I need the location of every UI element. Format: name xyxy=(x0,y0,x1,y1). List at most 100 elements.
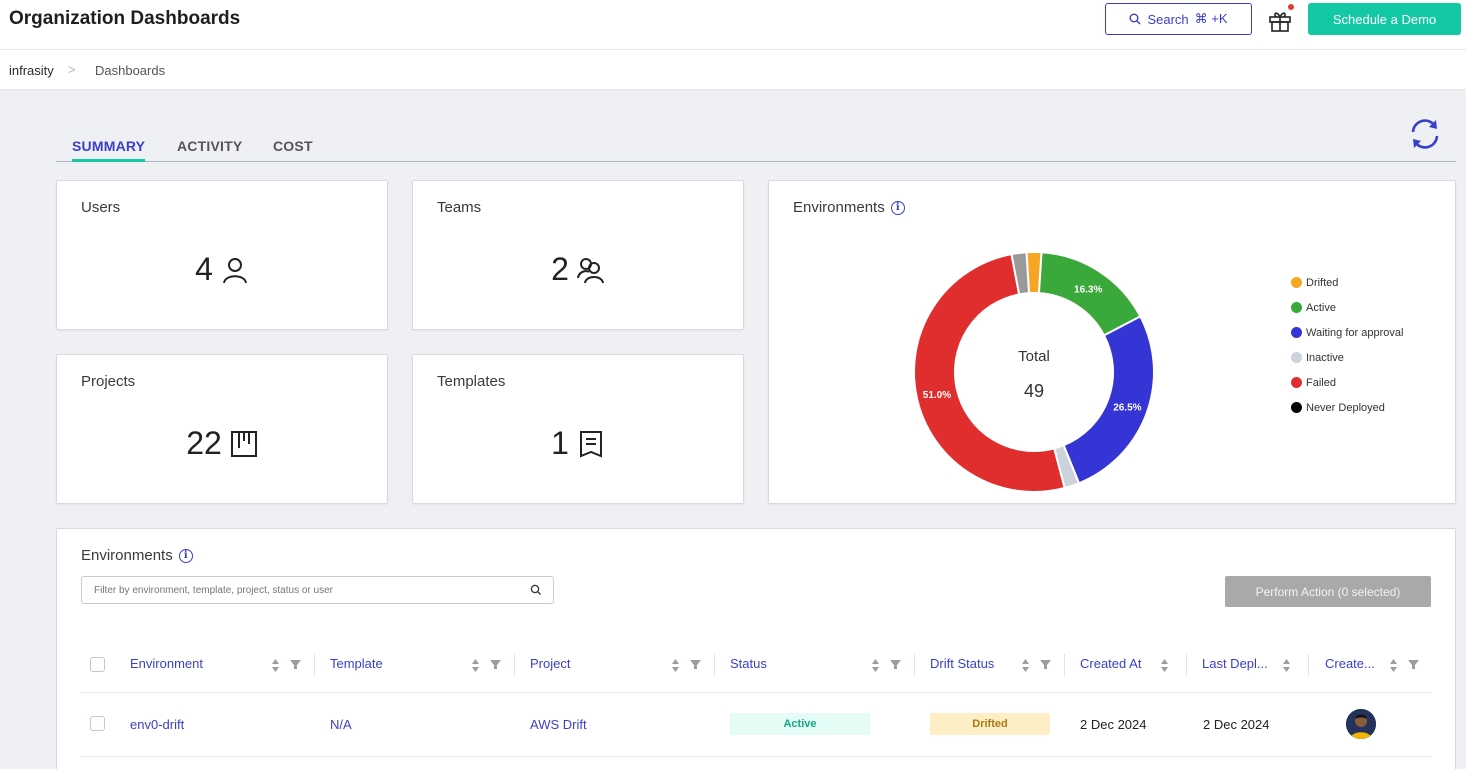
donut-data-label: 16.3% xyxy=(1074,285,1102,296)
users-card[interactable]: Users 4 xyxy=(56,180,388,330)
table-row[interactable]: env0-drift N/A AWS Drift Active Drifted … xyxy=(81,693,1431,757)
sort-icon[interactable] xyxy=(1389,658,1398,673)
donut-total-label: Total xyxy=(1018,348,1050,365)
legend-item[interactable]: Failed xyxy=(1291,370,1403,395)
column-divider xyxy=(514,654,515,676)
breadcrumb-page: Dashboards xyxy=(95,63,166,78)
team-icon xyxy=(576,257,604,283)
select-all-checkbox[interactable] xyxy=(90,657,105,672)
donut-slice-never-deployed[interactable] xyxy=(1010,251,1031,296)
legend-label: Active xyxy=(1306,301,1336,314)
templates-count: 1 xyxy=(551,425,569,461)
info-icon[interactable]: i xyxy=(178,548,193,563)
column-divider xyxy=(1186,654,1187,676)
sort-icon[interactable] xyxy=(1282,658,1291,673)
user-icon xyxy=(222,257,247,283)
legend-dot xyxy=(1291,402,1302,413)
donut-data-label: 51.0% xyxy=(923,390,951,401)
column-created-by[interactable]: Create... xyxy=(1325,656,1375,671)
teams-card[interactable]: Teams 2 xyxy=(412,180,744,330)
gift-icon[interactable] xyxy=(1266,6,1294,34)
column-divider xyxy=(914,654,915,676)
templates-card[interactable]: Templates 1 xyxy=(412,354,744,504)
sort-icon[interactable] xyxy=(871,658,880,673)
projects-title: Projects xyxy=(81,373,136,390)
info-icon[interactable]: i xyxy=(890,200,905,215)
column-created-at[interactable]: Created At xyxy=(1080,656,1142,671)
column-status[interactable]: Status xyxy=(730,656,767,671)
legend-item[interactable]: Waiting for approval xyxy=(1291,320,1403,345)
chart-legend: Drifted Active Waiting for approval Inactiv… xyxy=(1291,270,1403,420)
sort-icon[interactable] xyxy=(271,658,280,673)
sort-icon[interactable] xyxy=(471,658,480,673)
legend-dot xyxy=(1291,277,1302,288)
page-title: Organization Dashboards xyxy=(9,8,241,29)
cell-project[interactable]: AWS Drift xyxy=(530,717,587,732)
refresh-icon[interactable] xyxy=(1407,116,1443,152)
cell-created-at: 2 Dec 2024 xyxy=(1080,717,1147,732)
environments-donut-chart: 16.3% 26.5% 51.0% xyxy=(913,251,1155,493)
filter-icon[interactable] xyxy=(690,659,701,670)
top-bar: Organization Dashboards Search ⌘ +K Sche… xyxy=(0,0,1466,50)
legend-dot xyxy=(1291,352,1302,363)
environment-filter-input[interactable] xyxy=(81,576,554,604)
search-shortcut: ⌘ +K xyxy=(1194,11,1228,26)
column-drift-status[interactable]: Drift Status xyxy=(930,656,995,671)
sort-icon[interactable] xyxy=(671,658,680,673)
legend-item[interactable]: Drifted xyxy=(1291,270,1403,295)
notification-dot xyxy=(1288,4,1294,10)
tab-bar: SUMMARY ACTIVITY COST xyxy=(56,131,1456,162)
column-template[interactable]: Template xyxy=(330,656,383,671)
projects-count: 22 xyxy=(186,425,222,461)
column-divider xyxy=(1064,654,1065,676)
schedule-demo-button[interactable]: Schedule a Demo xyxy=(1308,3,1461,35)
breadcrumb-org[interactable]: infrasity xyxy=(9,63,54,78)
project-icon xyxy=(230,430,257,457)
column-divider xyxy=(314,654,315,676)
column-divider xyxy=(1308,654,1309,676)
table-header-row: Environment Template Project Status Drif… xyxy=(81,639,1431,693)
filter-icon[interactable] xyxy=(290,659,301,670)
environments-chart-card: Environments i 16.3% 26.5% 51.0% Total 49 … xyxy=(768,180,1456,504)
column-divider xyxy=(714,654,715,676)
environments-table-card: Environments i Perform Action (0 selecte… xyxy=(56,528,1456,769)
cell-template[interactable]: N/A xyxy=(330,717,352,732)
filter-icon[interactable] xyxy=(1408,659,1419,670)
filter-icon[interactable] xyxy=(490,659,501,670)
search-button[interactable]: Search ⌘ +K xyxy=(1105,3,1252,35)
column-project[interactable]: Project xyxy=(530,656,571,671)
tab-summary[interactable]: SUMMARY xyxy=(72,138,146,154)
legend-item[interactable]: Active xyxy=(1291,295,1403,320)
legend-label: Never Deployed xyxy=(1306,401,1385,414)
column-environment[interactable]: Environment xyxy=(130,656,203,671)
filter-icon[interactable] xyxy=(1040,659,1051,670)
status-badge: Active xyxy=(730,713,870,735)
sort-icon[interactable] xyxy=(1160,658,1169,673)
donut-data-label: 26.5% xyxy=(1113,402,1141,413)
donut-slice-failed[interactable] xyxy=(913,252,1066,493)
filter-icon[interactable] xyxy=(890,659,901,670)
environments-table-title: Environments xyxy=(81,547,173,564)
avatar[interactable] xyxy=(1346,709,1376,739)
sort-icon[interactable] xyxy=(1021,658,1030,673)
legend-item[interactable]: Inactive xyxy=(1291,345,1403,370)
tab-cost[interactable]: COST xyxy=(273,138,313,154)
breadcrumb: infrasity > Dashboards xyxy=(0,50,1466,90)
legend-label: Drifted xyxy=(1306,276,1339,289)
search-icon[interactable] xyxy=(529,583,543,597)
projects-card[interactable]: Projects 22 xyxy=(56,354,388,504)
legend-item[interactable]: Never Deployed xyxy=(1291,395,1403,420)
cell-environment[interactable]: env0-drift xyxy=(130,717,185,732)
drift-status-badge: Drifted xyxy=(930,713,1050,735)
users-count: 4 xyxy=(195,251,213,287)
breadcrumb-separator: > xyxy=(68,62,76,77)
legend-label: Inactive xyxy=(1306,351,1344,364)
donut-slice-waiting-for-approval[interactable] xyxy=(1062,315,1155,485)
row-checkbox[interactable] xyxy=(90,716,105,731)
templates-title: Templates xyxy=(437,373,506,390)
tab-activity[interactable]: ACTIVITY xyxy=(177,138,243,154)
perform-action-button[interactable]: Perform Action (0 selected) xyxy=(1225,576,1431,607)
legend-dot xyxy=(1291,302,1302,313)
search-icon xyxy=(1129,13,1141,25)
column-last-deployed[interactable]: Last Depl... xyxy=(1202,656,1268,671)
